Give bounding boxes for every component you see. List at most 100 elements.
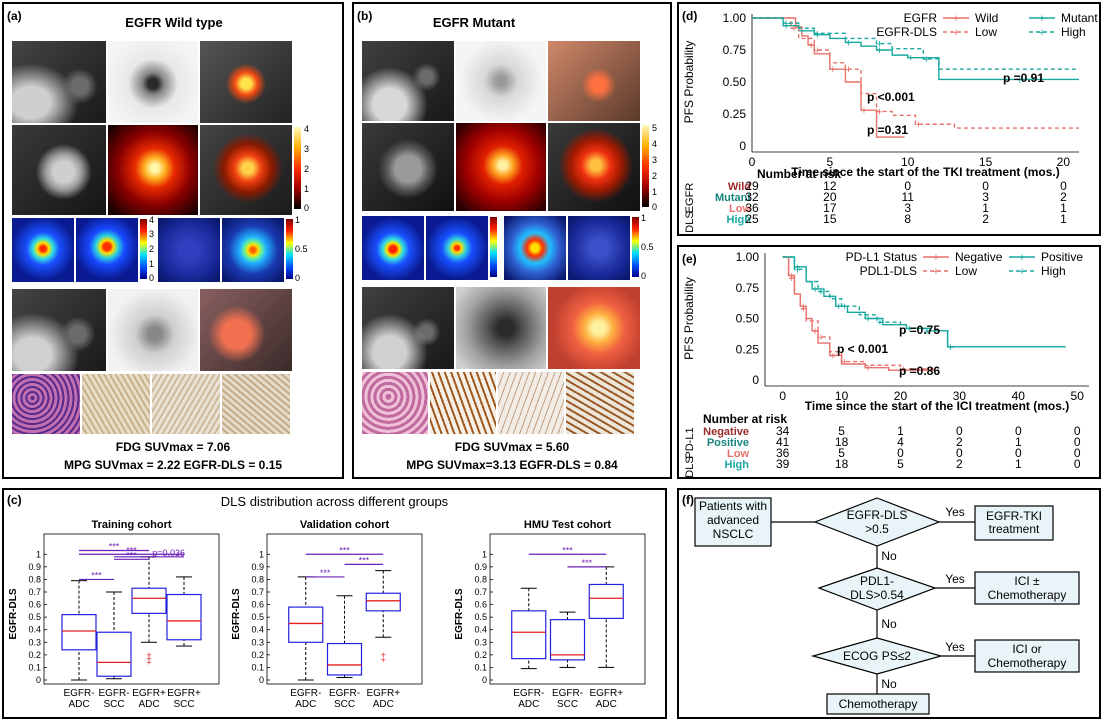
censor-mark: + — [814, 45, 820, 57]
risk-side-label: DLS — [684, 211, 696, 232]
risk-value: 0 — [904, 179, 911, 193]
risk-row-label: Low — [727, 448, 749, 460]
box-0 — [288, 576, 324, 681]
panel-e-label: (e) — [682, 252, 697, 266]
panel-c-label: (c) — [7, 493, 22, 507]
y-tick-label: 0.2 — [28, 650, 41, 660]
cbar-tick: 4 — [652, 139, 658, 149]
censor-mark: + — [783, 18, 789, 30]
decision-ecog-label: ECOG PS≤2 — [843, 649, 911, 663]
censor-mark: + — [783, 21, 789, 33]
censor-mark: + — [876, 39, 882, 51]
x-tick-label: 0 — [779, 389, 786, 403]
caption-fdg-b: FDG SUVmax = 5.60 — [454, 440, 570, 454]
km-curve-low — [782, 256, 936, 370]
p-value: p =0.75 — [899, 323, 940, 337]
risk-value: 0 — [897, 446, 904, 460]
caption-fdg-a: FDG SUVmax = 7.06 — [115, 440, 231, 454]
y-tick-label: 0.25 — [736, 342, 760, 356]
risk-value: 0 — [1015, 446, 1022, 460]
censor-mark: + — [791, 23, 797, 35]
risk-value: 8 — [904, 212, 911, 226]
panel-a-title: EGFR Wild type — [125, 15, 223, 30]
no-label: No — [881, 677, 897, 691]
x-tick-label: 50 — [1071, 389, 1085, 403]
no-label: No — [881, 617, 897, 631]
plot-frame — [489, 533, 646, 685]
x-tick-label: 30 — [953, 389, 967, 403]
y-tick-label: 0.7 — [474, 587, 487, 597]
x-axis-label: Time since the start of the ICI treatmen… — [805, 399, 1070, 413]
censor-mark: + — [876, 106, 882, 118]
risk-value: 39 — [776, 457, 790, 471]
y-tick-label: 0.50 — [723, 75, 747, 89]
legend-title: PDL1-DLS — [860, 264, 917, 278]
significance-label: *** — [339, 545, 350, 555]
x-tick-label: SCC — [173, 699, 194, 710]
significance-label: p=0.036 — [152, 548, 185, 558]
risk-row-label: Wild — [728, 181, 751, 193]
legend-censor: + — [953, 13, 959, 25]
censor-mark: + — [907, 53, 913, 65]
y-tick-label: 0.5 — [28, 612, 41, 622]
pet-image — [456, 41, 546, 121]
x-tick-label: 10 — [835, 389, 849, 403]
significance-label: *** — [320, 568, 331, 578]
y-axis-label: EGFR-DLS — [231, 588, 242, 639]
histology-ihc-1 — [430, 372, 496, 434]
cbar-tick: 0.5 — [641, 242, 654, 252]
legend-censor: + — [1039, 13, 1045, 25]
x-tick-label: EGFR+ — [366, 688, 400, 699]
significance-label: *** — [562, 545, 573, 555]
y-axis-label: EGFR-DLS — [454, 588, 465, 639]
y-tick-label: 0.8 — [251, 574, 264, 584]
fusion-image — [548, 41, 640, 121]
y-tick-label: 0.4 — [474, 625, 487, 635]
x-tick-label: 15 — [979, 155, 993, 169]
censor-mark: + — [794, 262, 800, 274]
risk-value: 0 — [1074, 435, 1081, 449]
panel-c-title: DLS distribution across different groups — [220, 494, 449, 509]
fusion-zoom-image — [200, 125, 292, 215]
panel-b-title: EGFR Mutant — [432, 15, 516, 30]
x-tick-label: ADC — [596, 699, 617, 710]
ct-image-2 — [12, 289, 106, 371]
legend-entry: Mutant — [1061, 11, 1098, 25]
mpg-pet-image — [456, 287, 546, 369]
legend-title: EGFR-DLS — [876, 25, 937, 39]
legend-censor: + — [933, 266, 939, 278]
pet-heatmap-image — [456, 123, 546, 211]
boxplot-1: Validation cohort EGFR-DLS 0 0.1 0.2 0.3 0.4 0.… — [231, 519, 423, 710]
legend-entry: High — [1041, 264, 1066, 278]
cbar-tick: 2 — [149, 244, 155, 254]
y-tick-label: 0 — [36, 675, 41, 685]
censor-mark: + — [814, 28, 820, 40]
significance-label: *** — [359, 555, 370, 565]
censor-mark: + — [835, 301, 841, 313]
censor-mark: + — [818, 286, 824, 298]
x-tick-label: EGFR+ — [132, 688, 166, 699]
x-tick-label: SCC — [334, 699, 355, 710]
risk-row-label: Mutant — [715, 192, 751, 204]
censor-mark: + — [808, 40, 814, 52]
risk-value: 36 — [776, 446, 790, 460]
x-tick-label: 5 — [827, 155, 834, 169]
ct-image — [12, 41, 106, 123]
box — [96, 631, 132, 677]
y-tick-label: 1.00 — [723, 11, 747, 25]
yes-label: Yes — [945, 505, 965, 519]
risk-value: 1 — [982, 201, 989, 215]
x-tick-label: EGFR+ — [167, 688, 201, 699]
censor-mark: + — [845, 37, 851, 49]
y-tick-label: 1 — [36, 549, 41, 559]
risk-value: 1 — [1060, 212, 1067, 226]
histology-ihc-2 — [498, 372, 564, 434]
risk-value: 2 — [982, 212, 989, 226]
censor-mark: + — [877, 317, 883, 329]
censor-mark: + — [915, 119, 921, 131]
cbar-tick: 5 — [652, 123, 658, 133]
censor-mark: + — [865, 363, 871, 375]
legend-entry: Low — [955, 264, 977, 278]
cbar-tick: 1 — [295, 215, 301, 225]
legend-censor: + — [1019, 252, 1025, 264]
